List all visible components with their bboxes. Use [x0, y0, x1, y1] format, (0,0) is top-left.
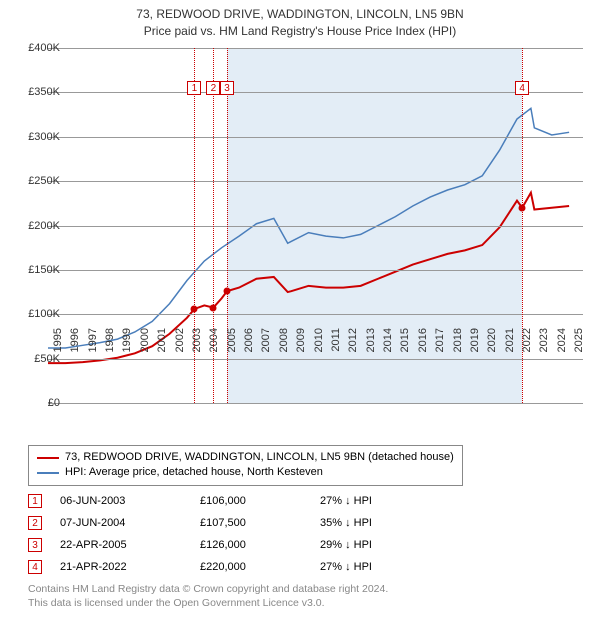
sale-point — [224, 288, 231, 295]
x-axis-label: 2008 — [278, 328, 290, 358]
y-axis-label: £350K — [28, 86, 60, 98]
table-row: 1 06-JUN-2003£106,00027% ↓ HPI — [28, 490, 440, 512]
legend-label: HPI: Average price, detached house, Nort… — [65, 465, 323, 480]
row-date: 06-JUN-2003 — [60, 495, 200, 507]
title-block: 73, REDWOOD DRIVE, WADDINGTON, LINCOLN, … — [0, 0, 600, 40]
gridline-h — [48, 48, 583, 49]
x-axis-label: 2017 — [434, 328, 446, 358]
row-price: £107,500 — [200, 517, 320, 529]
sale-marker: 2 — [206, 81, 220, 95]
footer-line1: Contains HM Land Registry data © Crown c… — [28, 582, 388, 596]
x-axis-label: 1996 — [69, 328, 81, 358]
sale-point — [191, 305, 198, 312]
gridline-h — [48, 270, 583, 271]
x-axis-label: 2010 — [313, 328, 325, 358]
gridline-h — [48, 92, 583, 93]
x-axis-label: 2007 — [260, 328, 272, 358]
chart-container: 73, REDWOOD DRIVE, WADDINGTON, LINCOLN, … — [0, 0, 600, 620]
gridline-h — [48, 314, 583, 315]
x-axis-label: 2002 — [174, 328, 186, 358]
y-axis-label: £150K — [28, 264, 60, 276]
y-axis-label: £100K — [28, 308, 60, 320]
row-marker: 4 — [28, 560, 42, 574]
row-date: 22-APR-2005 — [60, 539, 200, 551]
row-marker: 3 — [28, 538, 42, 552]
x-axis-label: 2005 — [226, 328, 238, 358]
x-axis-label: 2009 — [295, 328, 307, 358]
row-pct: 27% ↓ HPI — [320, 495, 440, 507]
legend-label: 73, REDWOOD DRIVE, WADDINGTON, LINCOLN, … — [65, 450, 454, 465]
x-axis-label: 2012 — [347, 328, 359, 358]
footer-line2: This data is licensed under the Open Gov… — [28, 596, 388, 610]
x-axis-label: 2011 — [330, 328, 342, 358]
row-price: £106,000 — [200, 495, 320, 507]
sale-marker: 3 — [220, 81, 234, 95]
series-hpi — [48, 108, 569, 348]
gridline-h — [48, 226, 583, 227]
x-axis-label: 1998 — [104, 328, 116, 358]
table-row: 2 07-JUN-2004£107,50035% ↓ HPI — [28, 512, 440, 534]
x-axis-label: 1995 — [52, 328, 64, 358]
sale-point — [210, 304, 217, 311]
y-axis-label: £250K — [28, 175, 60, 187]
legend-item-property: 73, REDWOOD DRIVE, WADDINGTON, LINCOLN, … — [37, 450, 454, 465]
x-axis-label: 1999 — [121, 328, 133, 358]
sale-point — [519, 204, 526, 211]
x-axis-label: 2020 — [486, 328, 498, 358]
x-axis-label: 2023 — [538, 328, 550, 358]
x-axis-label: 2019 — [469, 328, 481, 358]
table-row: 4 21-APR-2022£220,00027% ↓ HPI — [28, 556, 440, 578]
x-axis-label: 2014 — [382, 328, 394, 358]
sale-marker: 4 — [515, 81, 529, 95]
legend-swatch — [37, 457, 59, 459]
sales-table: 106-JUN-2003£106,00027% ↓ HPI207-JUN-200… — [28, 490, 440, 578]
sale-marker: 1 — [187, 81, 201, 95]
row-pct: 29% ↓ HPI — [320, 539, 440, 551]
title-line1: 73, REDWOOD DRIVE, WADDINGTON, LINCOLN, … — [0, 6, 600, 23]
x-axis-label: 2000 — [139, 328, 151, 358]
y-axis-label: £300K — [28, 131, 60, 143]
x-axis-label: 2024 — [556, 328, 568, 358]
x-axis-label: 2001 — [156, 328, 168, 358]
row-marker: 2 — [28, 516, 42, 530]
x-axis-label: 2015 — [399, 328, 411, 358]
x-axis-label: 2022 — [521, 328, 533, 358]
x-axis-label: 1997 — [87, 328, 99, 358]
row-price: £126,000 — [200, 539, 320, 551]
legend-item-hpi: HPI: Average price, detached house, Nort… — [37, 465, 454, 480]
row-marker: 1 — [28, 494, 42, 508]
row-date: 07-JUN-2004 — [60, 517, 200, 529]
x-axis-label: 2016 — [417, 328, 429, 358]
footer: Contains HM Land Registry data © Crown c… — [28, 582, 388, 610]
x-axis-label: 2006 — [243, 328, 255, 358]
legend-swatch — [37, 472, 59, 474]
table-row: 3 22-APR-2005£126,00029% ↓ HPI — [28, 534, 440, 556]
row-pct: 35% ↓ HPI — [320, 517, 440, 529]
x-axis-label: 2018 — [452, 328, 464, 358]
y-axis-label: £0 — [48, 397, 60, 409]
y-axis-label: £400K — [28, 42, 60, 54]
y-axis-label: £200K — [28, 220, 60, 232]
x-axis-label: 2013 — [365, 328, 377, 358]
gridline-h — [48, 137, 583, 138]
x-axis-label: 2025 — [573, 328, 585, 358]
row-pct: 27% ↓ HPI — [320, 561, 440, 573]
gridline-h — [48, 359, 583, 360]
row-price: £220,000 — [200, 561, 320, 573]
x-axis-label: 2004 — [208, 328, 220, 358]
gridline-h — [48, 403, 583, 404]
x-axis-label: 2003 — [191, 328, 203, 358]
legend: 73, REDWOOD DRIVE, WADDINGTON, LINCOLN, … — [28, 445, 463, 486]
row-date: 21-APR-2022 — [60, 561, 200, 573]
title-line2: Price paid vs. HM Land Registry's House … — [0, 23, 600, 40]
gridline-h — [48, 181, 583, 182]
x-axis-label: 2021 — [504, 328, 516, 358]
